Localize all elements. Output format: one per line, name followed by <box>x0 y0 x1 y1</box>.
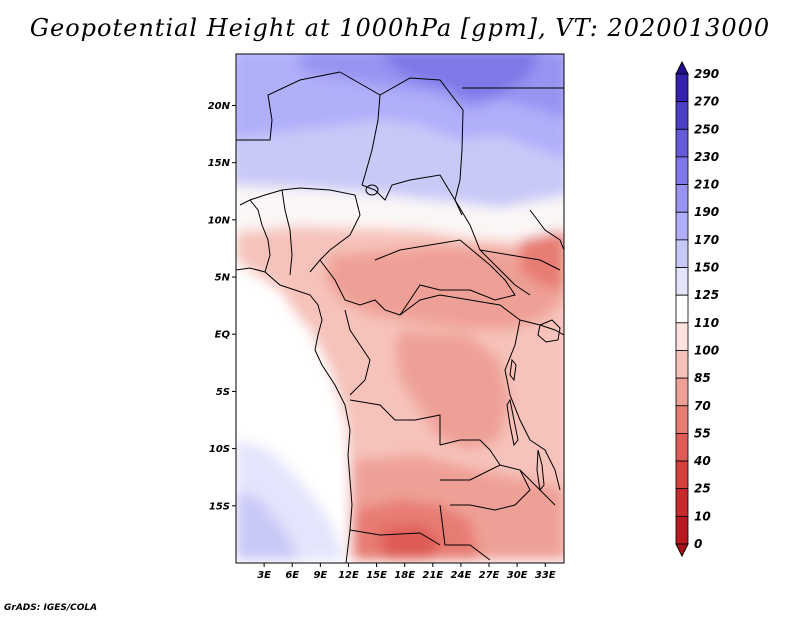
colorbar-label: 55 <box>694 426 711 440</box>
colorbar-label: 25 <box>694 482 711 496</box>
border-angola-drc <box>439 439 501 466</box>
border-zambia <box>440 464 531 511</box>
border-niger-chad <box>361 174 463 216</box>
colorbar-label: 230 <box>694 150 719 164</box>
colorbar-box <box>675 460 689 490</box>
border-angola-south <box>349 529 441 546</box>
border-cameroon <box>319 259 401 316</box>
longitude-axis: 3E 6E 9E 12E 15E 18E 21E 24E 27E 30E 33E <box>257 563 556 581</box>
lat-tick-label: 15N <box>208 158 231 169</box>
lat-tick-label: EQ <box>215 330 231 341</box>
border-libya-egypt <box>379 77 464 151</box>
colorbar-label: 85 <box>694 371 711 385</box>
lon-tick-label: 9E <box>313 570 327 581</box>
border-congo <box>344 309 371 396</box>
border-south-sudan <box>479 249 561 271</box>
colorbar-box <box>675 405 689 434</box>
border-namibia-botswana <box>439 504 491 561</box>
lakes <box>365 184 561 492</box>
border-car <box>374 239 516 316</box>
lake-tanganyika <box>506 398 519 447</box>
border-sudan-chad <box>454 149 531 296</box>
lat-tick-label: 5S <box>216 387 230 398</box>
border-mozambique <box>519 469 556 506</box>
border-tanzania <box>529 439 561 491</box>
lon-tick-label: 6E <box>285 570 299 581</box>
height-field <box>236 54 564 563</box>
colorbar-label: 150 <box>694 261 719 275</box>
lake-chad <box>365 184 379 196</box>
lat-tick-label: 5N <box>215 273 231 284</box>
lon-tick-label: 33E <box>535 570 556 581</box>
colorbar-label: 125 <box>694 288 719 302</box>
colorbar-label: 100 <box>694 343 719 357</box>
lon-tick-label: 12E <box>338 570 359 581</box>
shade-sahel-white <box>236 185 564 240</box>
lake-malawi <box>536 449 545 492</box>
colorbar-label: 110 <box>694 316 719 330</box>
lat-tick-label: 10N <box>208 215 231 226</box>
lon-tick-label: 24E <box>451 570 472 581</box>
shade-ocean-blue2 <box>236 490 300 560</box>
colorbar-box <box>675 239 689 268</box>
colorbar-label: 70 <box>694 399 711 413</box>
colorbar-box <box>675 184 689 213</box>
border-drc-east <box>504 319 531 441</box>
colorbar-bottom-triangle <box>675 543 689 558</box>
lat-tick-label: 10S <box>209 444 230 455</box>
border-angola-north <box>349 399 441 445</box>
lat-tick-label: 15S <box>209 501 230 512</box>
colorbar-box <box>675 294 689 324</box>
border-algeria <box>339 71 381 186</box>
border-ethiopia <box>529 209 564 251</box>
colorbar-box <box>675 73 689 103</box>
colorbar-label: 40 <box>693 454 711 468</box>
lon-tick-label: 3E <box>257 570 271 581</box>
grads-credit: GrADS: IGES/COLA <box>4 603 98 613</box>
lon-tick-label: 27E <box>479 570 500 581</box>
colorbar-box <box>675 156 689 185</box>
lon-tick-label: 15E <box>366 570 387 581</box>
shade-east-rose <box>520 230 564 290</box>
lon-tick-label: 21E <box>422 570 443 581</box>
latitude-axis: 20N 15N 10N 5N EQ 5S 10S 15S <box>208 101 236 512</box>
colorbar-label: 170 <box>694 233 719 247</box>
border-drc-north <box>399 294 521 321</box>
colorbar-label: 210 <box>694 178 719 192</box>
coastline-west <box>236 267 353 563</box>
country-borders <box>236 71 564 563</box>
border-nigeria <box>281 187 361 273</box>
colorbar: 0 10 25 40 55 70 85 100 110 125 150 170 190 210 230 250… <box>675 60 719 558</box>
shade-congo-rose <box>395 330 510 450</box>
colorbar-label: 0 <box>694 537 702 551</box>
colorbar-box <box>675 515 689 545</box>
colorbar-label: 270 <box>694 95 719 109</box>
lon-tick-label: 18E <box>394 570 415 581</box>
colorbar-box <box>675 322 689 351</box>
border-burkina <box>249 189 283 201</box>
lake-kivu <box>509 358 517 382</box>
colorbar-box <box>675 377 689 407</box>
colorbar-top-triangle <box>675 60 689 75</box>
lon-tick-label: 30E <box>507 570 528 581</box>
colorbar-label: 190 <box>694 205 719 219</box>
lake-victoria <box>537 319 561 343</box>
colorbar-box <box>675 350 689 379</box>
border-mauritania-mali <box>236 71 341 141</box>
colorbar-box <box>675 128 689 158</box>
colorbar-box <box>675 267 689 296</box>
lat-tick-label: 20N <box>208 101 231 112</box>
colorbar-label: 10 <box>694 509 711 523</box>
colorbar-label: 290 <box>694 67 719 81</box>
colorbar-box <box>675 211 689 241</box>
colorbar-label: 250 <box>694 122 719 136</box>
colorbar-box <box>675 101 689 130</box>
colorbar-box <box>675 488 689 517</box>
border-ghana-togo <box>281 189 293 276</box>
colorbar-box <box>675 433 689 462</box>
chart-title: Geopotential Height at 1000hPa [gpm], VT… <box>29 14 771 42</box>
map-frame <box>235 53 565 564</box>
